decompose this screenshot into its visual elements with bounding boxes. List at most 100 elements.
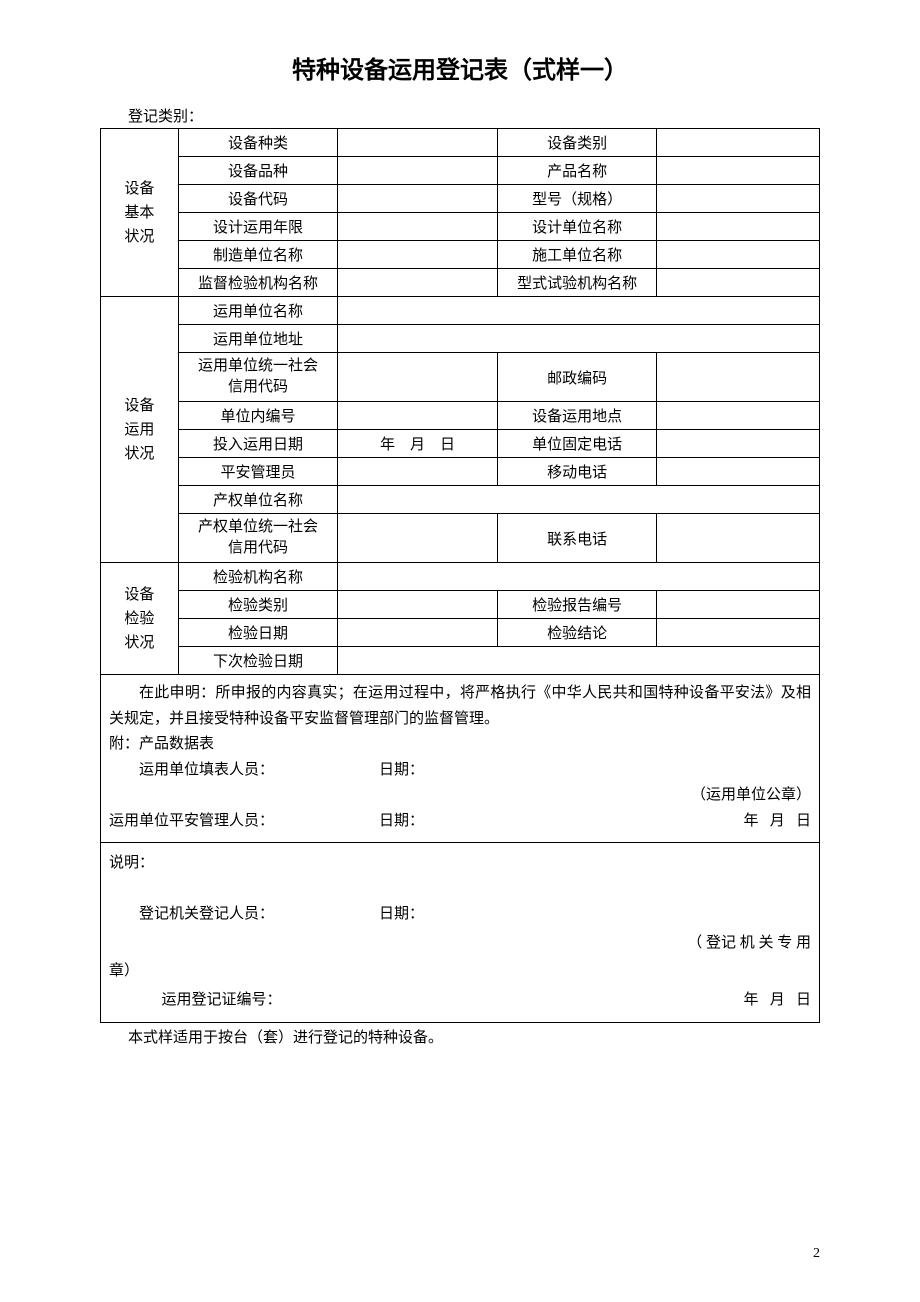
page-number: 2 (813, 1246, 820, 1262)
table-row: 产权单位统一社会 信用代码 联系电话 (101, 514, 820, 563)
notes-row: 说明： 登记机关登记人员： 日期： （ 登记 机 关 专 用 章） 运用登记证编… (101, 843, 820, 1023)
safety-manager-label: 运用单位平安管理人员： (109, 809, 379, 835)
table-row: 产权单位名称 (101, 486, 820, 514)
registration-type-label: 登记类别： (128, 105, 820, 126)
field-value (338, 325, 820, 353)
form-title: 特种设备运用登记表（式样一） (100, 50, 820, 85)
table-row: 投入运用日期 年 月 日 单位固定电话 (101, 430, 820, 458)
seal-line: （ 登记 机 关 专 用 (109, 929, 811, 958)
field-label: 设备类别 (497, 129, 657, 157)
field-value (338, 619, 498, 647)
field-label: 运用单位地址 (178, 325, 338, 353)
field-value (657, 402, 820, 430)
table-row: 设备代码 型号（规格） (101, 185, 820, 213)
field-value (338, 647, 820, 675)
table-row: 运用单位统一社会 信用代码 邮政编码 (101, 353, 820, 402)
declaration-text: 在此申明：所申报的内容真实；在运用过程中，将严格执行《中华人民共和国特种设备平安… (109, 681, 811, 732)
table-row: 设计运用年限 设计单位名称 (101, 213, 820, 241)
table-row: 检验日期 检验结论 (101, 619, 820, 647)
field-label: 下次检验日期 (178, 647, 338, 675)
registration-form-table: 设备 基本 状况 设备种类 设备类别 设备品种 产品名称 设备代码 型号（规格）… (100, 128, 820, 1023)
table-row: 制造单位名称 施工单位名称 (101, 241, 820, 269)
field-value (657, 619, 820, 647)
table-row: 检验类别 检验报告编号 (101, 591, 820, 619)
signer-line: 运用单位填表人员： 日期： (109, 758, 811, 784)
field-value (657, 241, 820, 269)
field-label: 投入运用日期 (178, 430, 338, 458)
section-label: 状况 (124, 446, 154, 462)
field-label: 单位内编号 (178, 402, 338, 430)
field-label: 型号（规格） (497, 185, 657, 213)
registrar-line: 登记机关登记人员： 日期： (109, 900, 811, 929)
field-value (657, 213, 820, 241)
table-row: 运用单位地址 (101, 325, 820, 353)
field-value (657, 458, 820, 486)
date-ymd: 年 月 日 (743, 809, 811, 835)
field-value (338, 213, 498, 241)
field-label: 检验日期 (178, 619, 338, 647)
field-value (338, 269, 498, 297)
field-value (338, 458, 498, 486)
field-label: 设备运用地点 (497, 402, 657, 430)
field-value (657, 514, 820, 563)
table-row: 监督检验机构名称 型式试验机构名称 (101, 269, 820, 297)
declaration-row: 在此申明：所申报的内容真实；在运用过程中，将严格执行《中华人民共和国特种设备平安… (101, 675, 820, 843)
notes-header: 说明： (109, 849, 811, 878)
label-line: 信用代码 (228, 540, 288, 556)
seal-text: （ 登记 机 关 专 用 (687, 929, 811, 958)
label-line: 运用单位统一社会 (198, 358, 318, 374)
section-label: 状况 (124, 635, 154, 651)
field-value (338, 486, 820, 514)
field-label: 设备代码 (178, 185, 338, 213)
field-value (338, 297, 820, 325)
field-label: 施工单位名称 (497, 241, 657, 269)
section-label: 设备 (124, 398, 154, 414)
cert-number-line: 运用登记证编号： 年 月 日 (109, 986, 811, 1015)
field-value (657, 269, 820, 297)
field-label: 产权单位统一社会 信用代码 (178, 514, 338, 563)
field-label: 产权单位名称 (178, 486, 338, 514)
field-label: 设计单位名称 (497, 213, 657, 241)
table-row: 设备 基本 状况 设备种类 设备类别 (101, 129, 820, 157)
spacer (109, 878, 811, 901)
date-label: 日期： (379, 758, 811, 784)
field-value (338, 185, 498, 213)
attachment-line: 附：产品数据表 (109, 732, 811, 758)
field-label: 设备种类 (178, 129, 338, 157)
field-value (657, 129, 820, 157)
field-label: 联系电话 (497, 514, 657, 563)
table-row: 设备 检验 状况 检验机构名称 (101, 563, 820, 591)
footnote: 本式样适用于按台（套）进行登记的特种设备。 (128, 1026, 820, 1047)
section-basic-header: 设备 基本 状况 (101, 129, 179, 297)
section-label: 设备 (124, 181, 154, 197)
section-usage-header: 设备 运用 状况 (101, 297, 179, 563)
field-label: 运用单位统一社会 信用代码 (178, 353, 338, 402)
field-label: 移动电话 (497, 458, 657, 486)
field-value (338, 563, 820, 591)
date-label: 日期： (379, 809, 743, 835)
table-row: 平安管理员 移动电话 (101, 458, 820, 486)
field-label: 检验结论 (497, 619, 657, 647)
section-label: 状况 (124, 229, 154, 245)
seal-line: （运用单位公章） (109, 783, 811, 809)
date-ymd: 年 月 日 (743, 986, 811, 1015)
field-value (338, 241, 498, 269)
field-value (657, 157, 820, 185)
field-label: 制造单位名称 (178, 241, 338, 269)
filler-label: 运用单位填表人员： (109, 758, 379, 784)
field-label: 邮政编码 (497, 353, 657, 402)
field-label: 单位固定电话 (497, 430, 657, 458)
label-line: 信用代码 (228, 379, 288, 395)
field-value (338, 514, 498, 563)
field-value (338, 157, 498, 185)
seal-text: （运用单位公章） (691, 783, 811, 809)
field-label: 运用单位名称 (178, 297, 338, 325)
notes-cell: 说明： 登记机关登记人员： 日期： （ 登记 机 关 专 用 章） 运用登记证编… (101, 843, 820, 1023)
field-label: 设备品种 (178, 157, 338, 185)
field-value (338, 402, 498, 430)
field-value (338, 353, 498, 402)
field-value (338, 591, 498, 619)
table-row: 单位内编号 设备运用地点 (101, 402, 820, 430)
field-label: 设计运用年限 (178, 213, 338, 241)
table-row: 下次检验日期 (101, 647, 820, 675)
